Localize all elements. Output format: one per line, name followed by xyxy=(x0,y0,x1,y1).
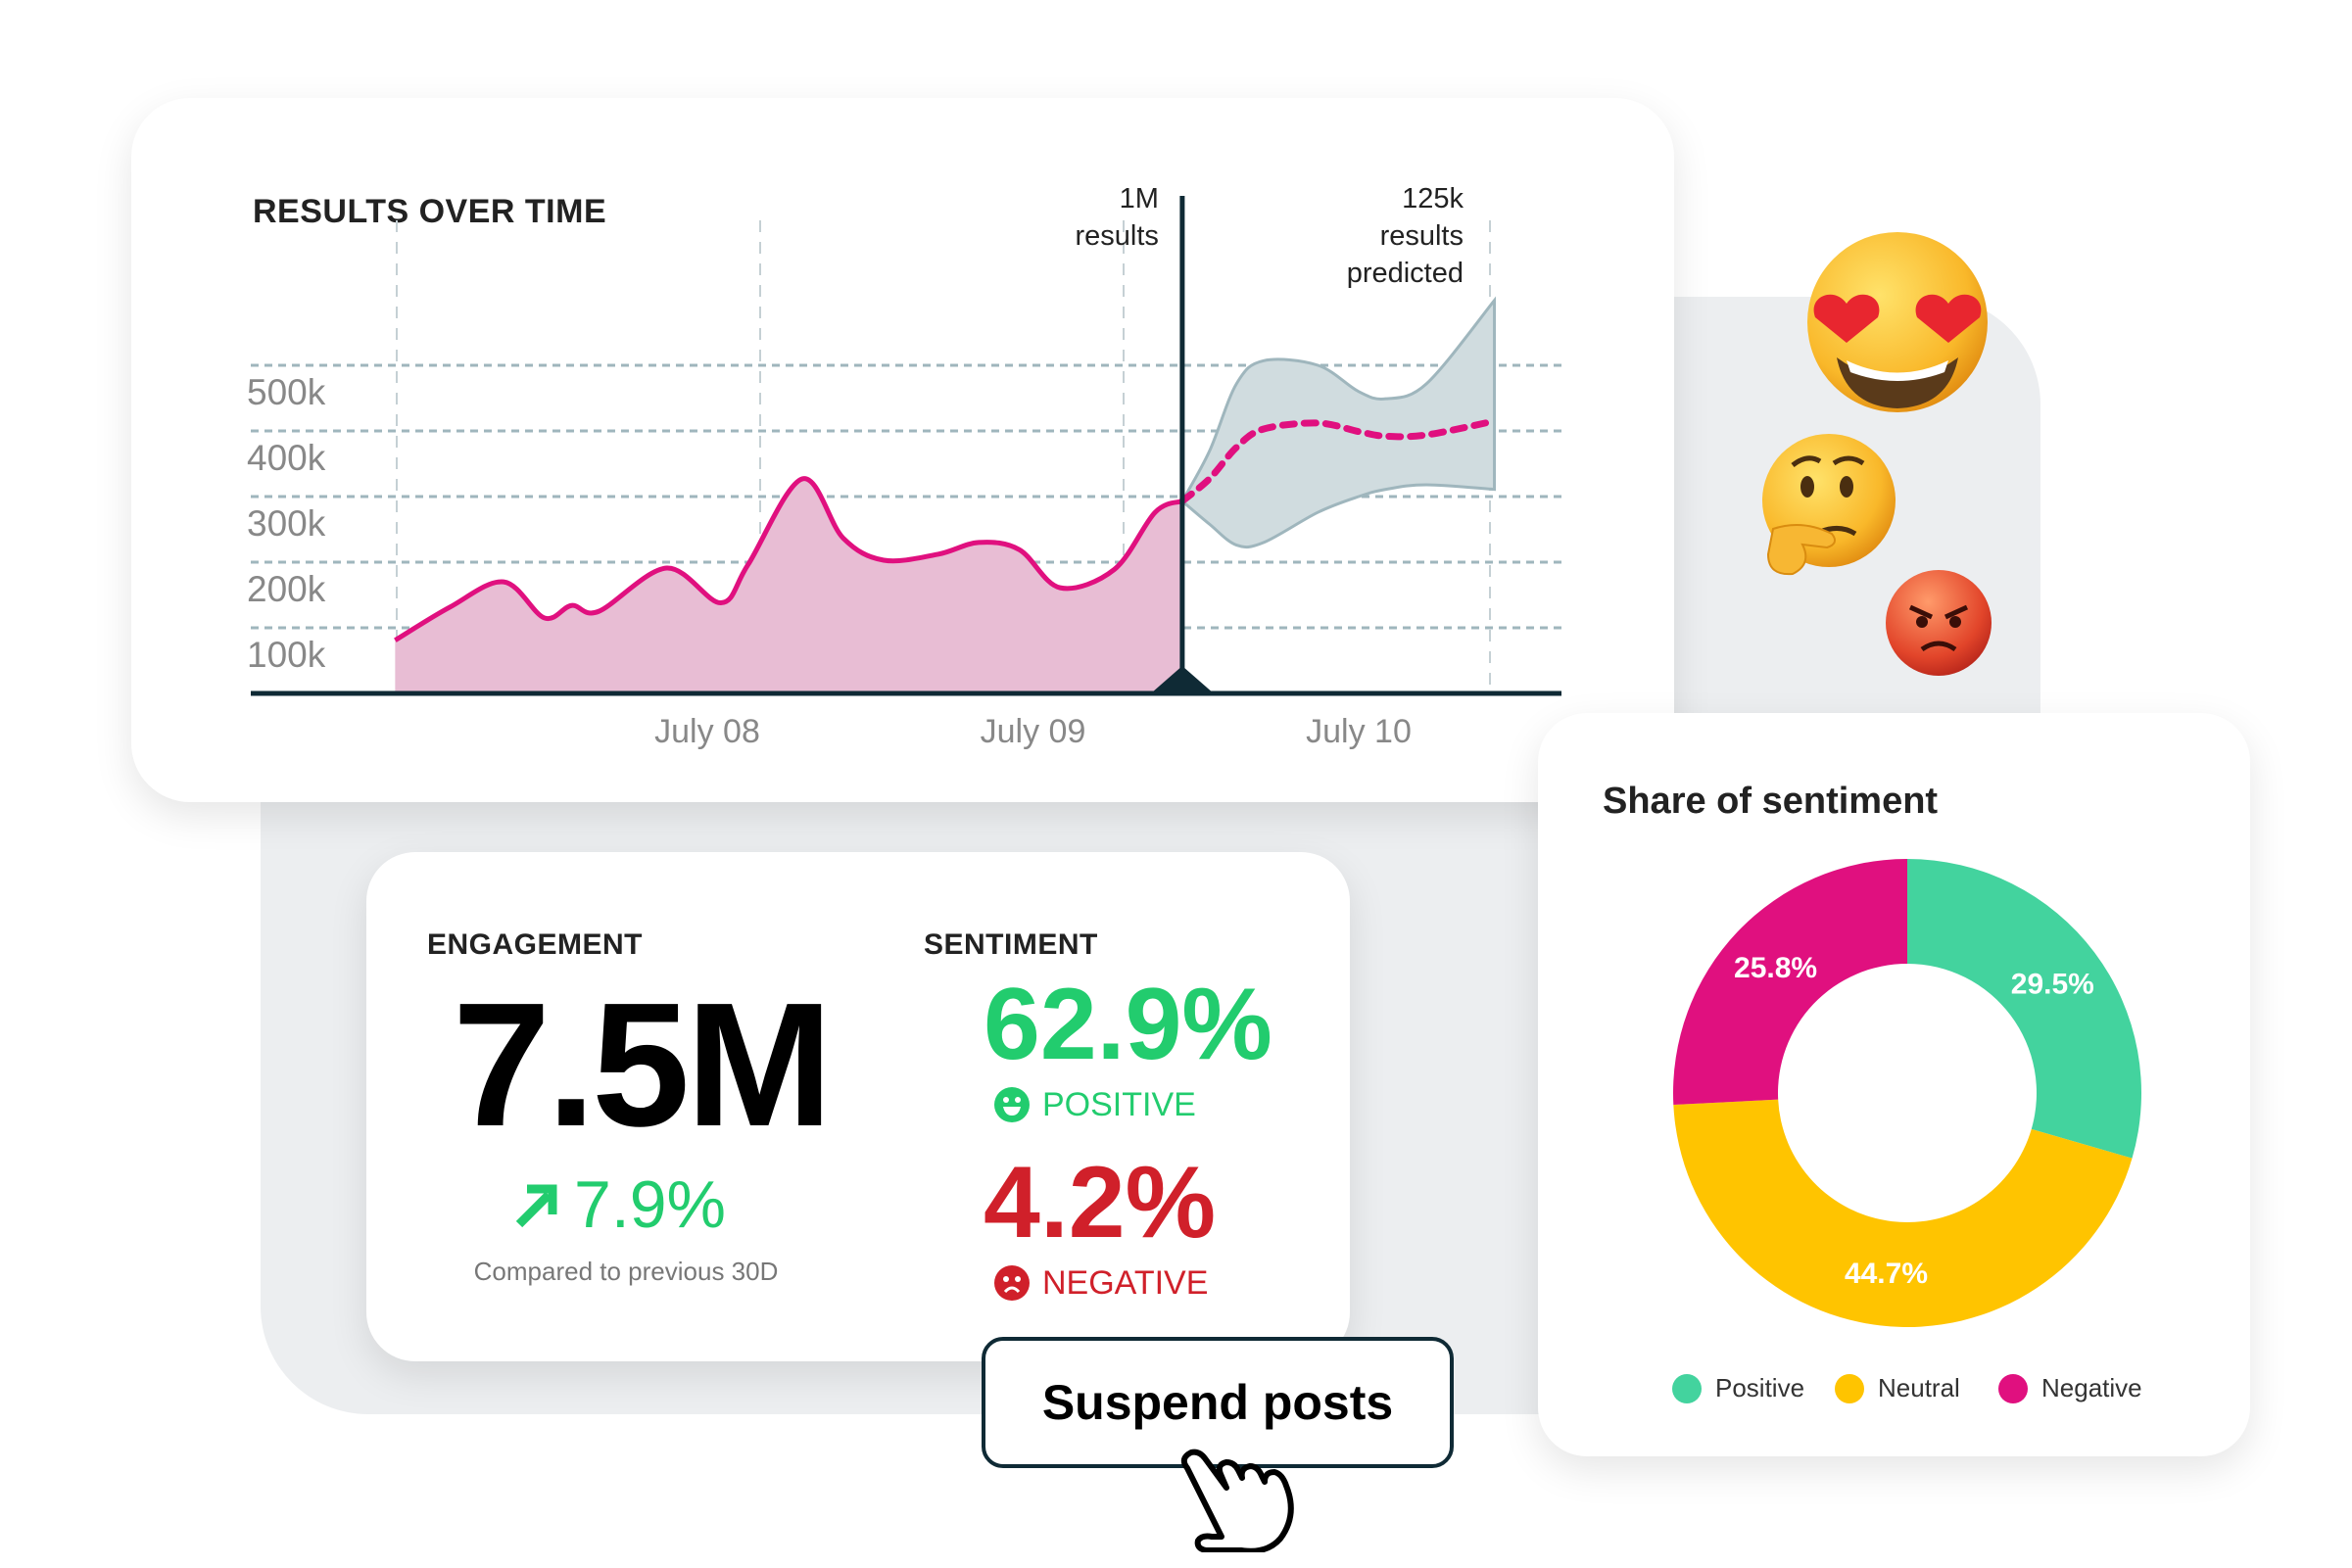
now-marker-handle[interactable] xyxy=(1150,666,1214,693)
forecast-label: predicted xyxy=(1347,258,1464,289)
thinking-emoji xyxy=(1762,434,1896,576)
donut-slice-positive[interactable] xyxy=(1907,859,2141,1159)
legend-negative: Negative xyxy=(1998,1373,2142,1403)
chart-title: RESULTS OVER TIME xyxy=(253,193,607,230)
legend-dot xyxy=(1998,1373,2028,1403)
sentiment-share-title: Share of sentiment xyxy=(1603,781,1939,822)
forecast-line xyxy=(1178,417,1499,505)
negative-label: NEGATIVE xyxy=(1042,1264,1209,1302)
donut-data-label: 29.5% xyxy=(2011,969,2094,1001)
legend-label: Positive xyxy=(1715,1373,1805,1402)
legend-dot xyxy=(1672,1373,1702,1403)
donut-data-label: 44.7% xyxy=(1845,1258,1928,1290)
arrow-up-right-icon xyxy=(515,1184,557,1228)
suspend-posts-button[interactable]: Suspend posts xyxy=(982,1337,1454,1468)
now-marker-label: 1M xyxy=(1120,183,1159,214)
comparison-text: Compared to previous 30D xyxy=(473,1257,779,1286)
now-marker-label: results xyxy=(1075,220,1158,252)
forecast-label: results xyxy=(1380,220,1464,252)
actual-line xyxy=(394,476,1183,642)
emoji-group xyxy=(1762,232,1992,676)
legend-dot xyxy=(1835,1373,1864,1403)
donut-slice-neutral[interactable] xyxy=(1673,1099,2133,1327)
sentiment-donut-chart: 29.5% 44.7% 25.8% xyxy=(1673,859,2141,1327)
donut-data-label: 25.8% xyxy=(1734,952,1817,984)
x-tick-label: July 08 xyxy=(654,713,760,750)
results-chart: 100k 200k 300k 400k 500k July 08 July 09 July 1… xyxy=(247,183,1561,750)
smile-icon xyxy=(994,1087,1030,1122)
positive-label: POSITIVE xyxy=(1042,1086,1196,1123)
actual-area xyxy=(395,478,1182,693)
hand-pointer-icon xyxy=(1180,1449,1294,1552)
positive-value: 62.9% xyxy=(984,968,1272,1081)
results-over-time-card: RESULTS OVER TIME 100k 200k 300k 400k 500k Ju… xyxy=(131,98,1674,802)
engagement-label: ENGAGEMENT xyxy=(427,928,644,961)
y-tick-label: 100k xyxy=(247,635,326,675)
legend-positive: Positive xyxy=(1672,1373,1804,1403)
donut-slice-negative[interactable] xyxy=(1673,859,1907,1106)
frown-icon xyxy=(994,1265,1030,1301)
sentiment-label: SENTIMENT xyxy=(924,928,1098,961)
x-tick-label: July 10 xyxy=(1306,713,1412,750)
y-tick-label: 400k xyxy=(247,438,326,478)
angry-emoji xyxy=(1886,570,1992,676)
share-of-sentiment-card: Share of sentiment 29.5% 44.7% 25.8% Posit… xyxy=(1538,713,2250,1456)
y-tick-label: 500k xyxy=(247,372,326,412)
heart-eyes-emoji xyxy=(1807,232,1988,412)
y-tick-label: 300k xyxy=(247,503,326,544)
y-tick-label: 200k xyxy=(247,569,326,609)
engagement-sentiment-card: ENGAGEMENT 7.5M 7.9% Compared to previou… xyxy=(366,852,1350,1361)
engagement-change: 7.9% xyxy=(574,1167,726,1242)
legend-label: Negative xyxy=(2041,1373,2142,1402)
negative-value: 4.2% xyxy=(984,1146,1217,1259)
forecast-label: 125k xyxy=(1402,183,1464,214)
engagement-value: 7.5M xyxy=(453,967,833,1164)
x-tick-label: July 09 xyxy=(981,713,1086,750)
legend-neutral: Neutral xyxy=(1835,1373,1960,1403)
legend-label: Neutral xyxy=(1878,1373,1960,1402)
